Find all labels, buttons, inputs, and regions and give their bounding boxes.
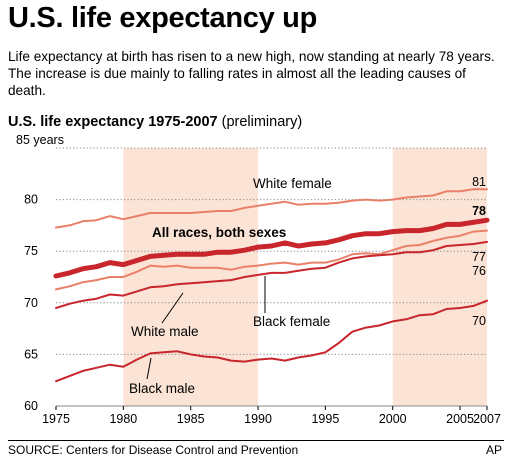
x-tick-label: 1990: [244, 412, 272, 426]
bottom-rule: [8, 440, 504, 441]
label-leader-lines: [146, 276, 266, 380]
series-line-0: [55, 188, 488, 229]
y-tick-label: 75: [24, 244, 38, 258]
x-tick-label: 1980: [109, 412, 137, 426]
series-end-label: 78: [472, 204, 486, 218]
series-end-label: 81: [472, 175, 486, 189]
x-tick-labels: 1975 1980 1985 1990 1995 2000 2005 2007: [42, 412, 501, 426]
ap-credit: AP: [485, 443, 502, 457]
series-line-2: [55, 229, 488, 291]
series-line-1: [53, 217, 490, 279]
chart-title-main: U.S. life expectancy 1975-2007: [8, 114, 218, 130]
series-end-label: 70: [472, 314, 486, 328]
leader-line: [161, 292, 184, 324]
series-label: Black female: [253, 314, 330, 329]
y-tick-label: 65: [24, 347, 38, 361]
x-tick-label: 2007: [473, 412, 501, 426]
y-tick-labels: 60 65 70 75 80 85 years: [16, 133, 64, 413]
series-lines: [53, 188, 490, 383]
series-labels: White female All races, both sexes Black f…: [129, 176, 332, 396]
shaded-period-1: [392, 148, 487, 406]
x-tick-label: 1975: [42, 412, 70, 426]
series-label: White male: [131, 324, 199, 339]
series-line-3: [55, 240, 488, 309]
headline: U.S. life expectancy up: [8, 2, 317, 34]
series-label: All races, both sexes: [152, 225, 286, 240]
x-tick-label: 1985: [177, 412, 205, 426]
gridlines: [55, 147, 488, 410]
x-tick-label: 2000: [379, 412, 407, 426]
source-credit: SOURCE: Centers for Disease Control and …: [8, 443, 299, 457]
shaded-periods: [123, 148, 487, 406]
series-end-label: 77: [472, 250, 486, 264]
y-tick-label: 85 years: [16, 133, 64, 147]
chart-title: U.S. life expectancy 1975-2007 (prelimin…: [8, 114, 302, 130]
shaded-period-0: [123, 148, 259, 406]
y-tick-label: 60: [24, 399, 38, 413]
series-line-4: [55, 299, 488, 383]
series-label: Black male: [129, 381, 195, 396]
chart-subtitle: (preliminary): [221, 114, 303, 130]
series-end-label: 76: [472, 264, 486, 278]
series-label: White female: [253, 176, 332, 191]
y-tick-label: 80: [24, 193, 38, 207]
y-tick-label: 70: [24, 296, 38, 310]
x-tick-label: 1995: [311, 412, 339, 426]
leader-line: [146, 357, 152, 380]
summary-text: Life expectancy at birth has risen to a …: [8, 49, 495, 98]
x-tick-label: 2005: [446, 412, 474, 426]
